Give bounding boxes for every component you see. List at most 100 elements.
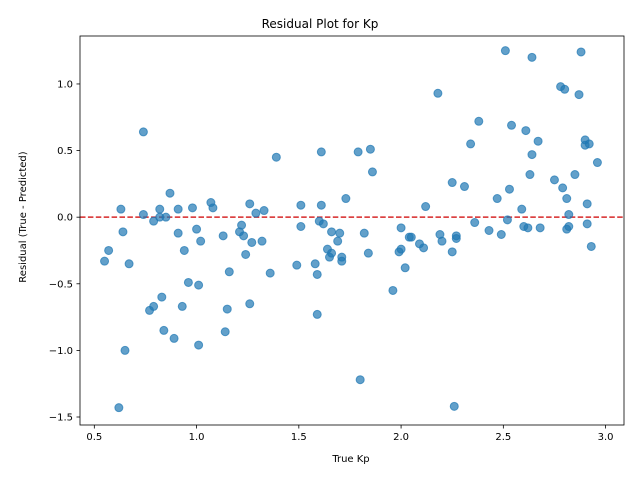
data-point: [337, 252, 347, 262]
data-point: [500, 46, 510, 56]
data-point: [247, 237, 257, 247]
data-point: [245, 299, 255, 309]
data-point: [564, 210, 574, 220]
data-point: [355, 375, 365, 385]
x-tick-label: 3.0: [598, 432, 614, 443]
plot-frame: [79, 35, 625, 426]
data-point: [521, 126, 531, 136]
data-point: [124, 259, 134, 269]
data-point: [312, 309, 322, 319]
y-tick-label: −0.5: [49, 279, 73, 290]
data-point: [484, 226, 494, 235]
data-point: [574, 90, 584, 100]
data-point: [353, 147, 363, 157]
x-tick-label: 1.5: [291, 432, 307, 443]
data-point: [592, 158, 602, 168]
y-tick-label: 1.0: [57, 79, 73, 90]
data-point: [177, 301, 187, 311]
data-point: [525, 170, 535, 180]
data-point: [237, 220, 247, 230]
data-point: [222, 304, 232, 314]
data-point: [224, 267, 234, 277]
data-point: [582, 219, 592, 229]
plot-area: [80, 36, 624, 425]
data-point: [449, 401, 459, 411]
data-point: [451, 233, 461, 243]
data-point: [173, 228, 183, 238]
data-point: [367, 167, 377, 177]
data-point: [245, 199, 255, 209]
data-point: [335, 228, 345, 238]
data-point: [504, 184, 514, 194]
data-point: [437, 236, 447, 246]
data-point: [196, 236, 206, 246]
data-point: [149, 301, 159, 311]
data-point: [318, 219, 328, 229]
data-point: [400, 263, 410, 273]
data-point: [218, 231, 228, 241]
y-tick-label: 0.0: [57, 213, 73, 224]
data-point: [138, 127, 148, 137]
data-point: [406, 232, 416, 242]
data-point: [194, 340, 204, 350]
data-point: [327, 248, 337, 258]
data-point: [265, 268, 275, 278]
data-point: [492, 194, 502, 204]
data-point: [527, 150, 537, 160]
data-point: [157, 292, 167, 302]
data-point: [560, 84, 570, 94]
y-tick-label: 0.5: [57, 146, 73, 157]
chart-title: Residual Plot for Kp: [262, 17, 379, 31]
data-point: [363, 248, 373, 258]
data-point: [474, 116, 484, 126]
data-point: [259, 206, 269, 216]
data-point: [155, 204, 165, 214]
data-point: [535, 223, 545, 233]
data-point: [138, 210, 148, 220]
data-point: [118, 227, 128, 237]
x-tick-label: 0.5: [86, 432, 102, 443]
data-point: [507, 120, 517, 130]
data-point: [359, 228, 369, 238]
data-point: [173, 204, 183, 214]
data-point: [421, 202, 431, 212]
data-point: [396, 223, 406, 233]
data-point: [271, 152, 281, 162]
data-point: [527, 52, 537, 62]
data-point: [312, 269, 322, 279]
x-tick-label: 1.0: [189, 432, 205, 443]
data-point: [104, 245, 114, 255]
data-point: [296, 222, 306, 232]
data-point: [120, 345, 130, 355]
data-point: [570, 170, 580, 180]
x-axis-label: True Kp: [331, 454, 369, 465]
data-point: [114, 403, 124, 413]
data-point: [388, 285, 398, 295]
data-point: [466, 139, 476, 149]
data-point: [365, 144, 375, 154]
data-point: [239, 231, 249, 241]
x-tick-label: 2.5: [495, 432, 511, 443]
data-point: [576, 47, 586, 57]
data-point: [100, 256, 110, 266]
data-point: [333, 236, 343, 246]
data-point: [562, 194, 572, 204]
y-axis-label: Residual (True - Predicted): [18, 151, 29, 282]
data-point: [165, 188, 175, 198]
data-point: [310, 259, 320, 269]
data-point: [459, 182, 469, 192]
data-point: [433, 88, 443, 98]
data-point: [523, 223, 533, 233]
data-point: [220, 327, 230, 337]
data-point: [517, 204, 527, 214]
data-point: [208, 203, 218, 213]
data-point: [159, 325, 169, 335]
data-point: [341, 194, 351, 204]
data-point: [116, 204, 126, 214]
data-point: [447, 178, 457, 188]
data-point: [533, 136, 543, 146]
y-tick-label: −1.5: [49, 413, 73, 424]
data-point: [179, 245, 189, 255]
data-point: [558, 183, 568, 193]
